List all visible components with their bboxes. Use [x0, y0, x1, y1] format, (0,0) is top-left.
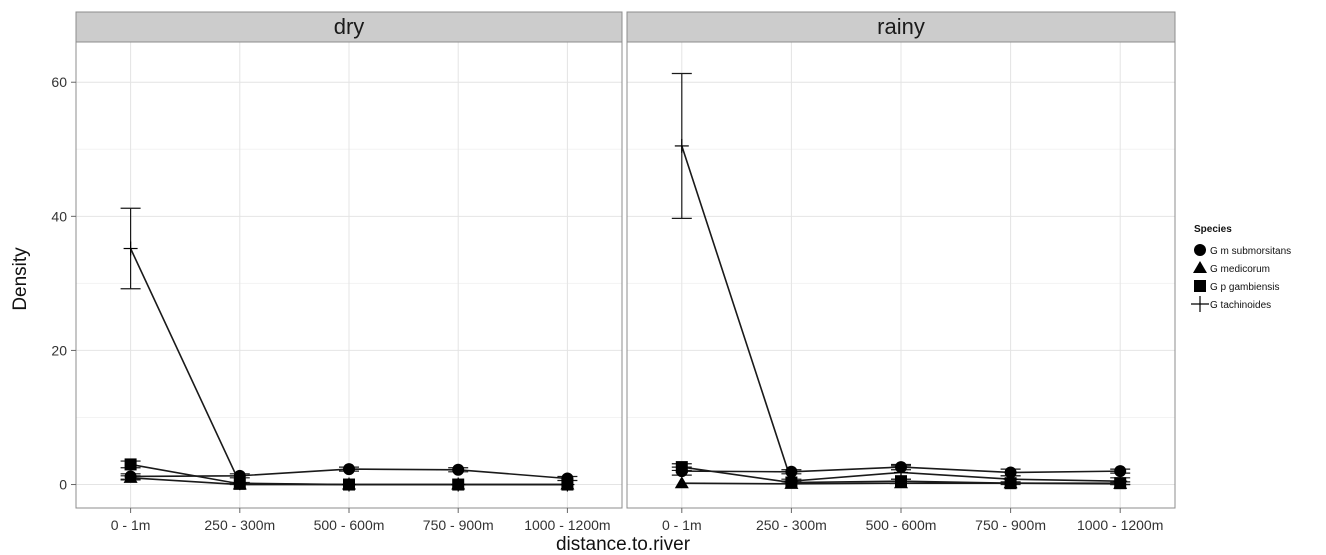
x-tick-label: 1000 - 1200m: [524, 517, 610, 533]
legend-label: G medicorum: [1210, 264, 1270, 275]
data-point-cross: [894, 465, 908, 480]
x-axis-title: distance.to.river: [556, 534, 691, 555]
data-point-triangle: [123, 470, 138, 483]
x-tick-label: 0 - 1m: [662, 517, 702, 533]
data-point-cross: [342, 477, 356, 492]
legend-item: G m submorsitans: [1194, 244, 1291, 257]
data-point-square: [675, 461, 688, 474]
data-point-circle: [452, 463, 465, 476]
y-axis: 0 20 40 60: [51, 74, 76, 493]
y-tick-label: 40: [51, 208, 67, 224]
data-point-circle: [343, 463, 355, 476]
data-point-triangle: [674, 476, 689, 489]
x-tick-label: 250 - 300m: [756, 517, 827, 533]
y-tick-label: 60: [51, 74, 67, 90]
data-point-cross: [123, 241, 138, 256]
x-tick-label: 1000 - 1200m: [1077, 517, 1163, 533]
facet-strip: [626, 11, 1176, 43]
panels-layer: dry 0 - 1m 250 - 300m 500 - 600m 750 - 900m 1…: [75, 11, 1176, 533]
data-point-cross: [232, 476, 247, 491]
legend-key-square: [1194, 280, 1206, 292]
data-point-cross: [1113, 474, 1128, 489]
data-point-cross: [560, 477, 575, 492]
legend-item: G tachinoides: [1191, 296, 1271, 312]
x-tick-label: 500 - 600m: [314, 517, 385, 533]
legend: Species G m submorsitans G medicorum G p ga…: [1191, 224, 1291, 312]
legend-item: G medicorum: [1193, 261, 1270, 275]
legend-key-circle: [1194, 244, 1206, 256]
facet-strip: [75, 11, 623, 43]
y-axis-title: Density: [10, 247, 31, 311]
x-tick-label: 500 - 600m: [866, 517, 937, 533]
x-tick-label: 0 - 1m: [111, 517, 151, 533]
data-point-cross: [451, 477, 466, 492]
facet-title: rainy: [877, 14, 925, 39]
panel-dry: dry 0 - 1m 250 - 300m 500 - 600m 750 - 900m 1…: [75, 11, 623, 533]
facet-title: dry: [334, 14, 365, 39]
data-point-cross: [784, 474, 799, 489]
x-tick-label: 750 - 900m: [975, 517, 1046, 533]
legend-title: Species: [1194, 224, 1232, 235]
legend-label: G m submorsitans: [1210, 246, 1291, 257]
legend-key-triangle: [1193, 261, 1207, 273]
data-point-cross: [1003, 472, 1018, 487]
data-point-cross: [674, 138, 689, 153]
panel-rainy: rainy 0 - 1m 250 - 300m 500 - 600m 750 - 900…: [626, 11, 1176, 533]
data-point-circle: [785, 465, 798, 478]
legend-key-cross: [1191, 296, 1209, 312]
legend-label: G tachinoides: [1210, 300, 1271, 311]
data-point-square: [124, 458, 137, 471]
legend-label: G p gambiensis: [1210, 282, 1279, 293]
legend-item: G p gambiensis: [1194, 280, 1279, 293]
y-tick-label: 0: [59, 477, 67, 493]
x-tick-label: 750 - 900m: [423, 517, 494, 533]
x-tick-label: 250 - 300m: [204, 517, 275, 533]
data-point-square: [895, 475, 907, 488]
y-tick-label: 20: [51, 342, 67, 358]
data-point-circle: [1114, 465, 1127, 478]
